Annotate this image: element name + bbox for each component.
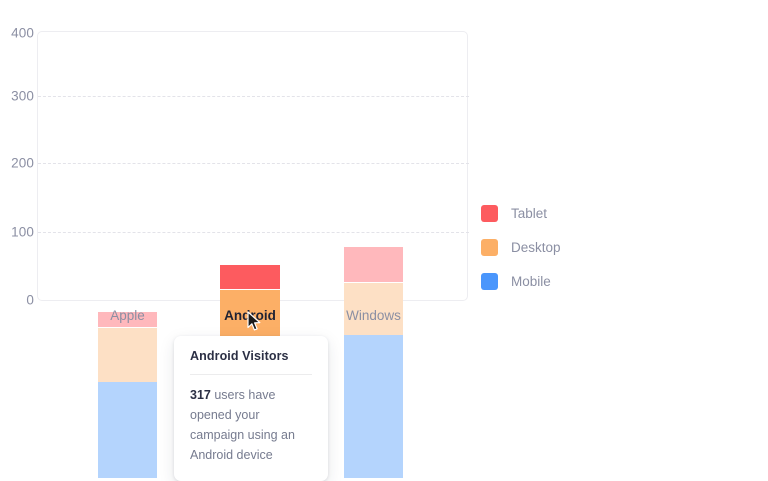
gridline-200 [38, 163, 469, 164]
y-axis-tick-400: 400 [11, 25, 34, 41]
legend-label-mobile: Mobile [511, 273, 551, 289]
tooltip-divider [190, 374, 312, 375]
bar-segment-mobile[interactable] [98, 382, 157, 478]
x-axis-label-windows[interactable]: Windows [346, 308, 401, 323]
legend-label-desktop: Desktop [511, 239, 561, 255]
legend-item-desktop[interactable]: Desktop [481, 230, 621, 264]
tooltip-value: 317 [190, 388, 211, 402]
tooltip-title: Android Visitors [190, 349, 289, 363]
plot-area [37, 31, 469, 301]
x-axis-label-apple[interactable]: Apple [110, 308, 145, 323]
legend-label-tablet: Tablet [511, 205, 548, 221]
bar-segment-mobile[interactable] [344, 334, 403, 478]
arrow-pointer-icon [247, 311, 263, 333]
y-axis-tick-0: 0 [26, 292, 34, 308]
legend-swatch-tablet-icon [481, 204, 498, 222]
legend-item-tablet[interactable]: Tablet [481, 196, 621, 230]
chart-tooltip: Android Visitors 317 users have opened y… [174, 336, 328, 481]
legend-swatch-desktop-icon [481, 238, 498, 256]
y-axis-tick-200: 200 [11, 155, 34, 171]
legend: Tablet Desktop Mobile [481, 196, 621, 298]
legend-swatch-mobile-icon [481, 272, 498, 290]
legend-item-mobile[interactable]: Mobile [481, 264, 621, 298]
tooltip-body-text: users have opened your campaign using an… [190, 388, 295, 462]
y-axis-tick-100: 100 [11, 224, 34, 240]
bar-segment-desktop[interactable] [98, 326, 157, 383]
gridline-300 [38, 96, 469, 97]
tooltip-body: 317 users have opened your campaign usin… [190, 385, 312, 465]
y-axis-tick-300: 300 [11, 88, 34, 104]
gridline-100 [38, 232, 469, 233]
y-axis: 400 300 200 100 0 [0, 0, 34, 477]
